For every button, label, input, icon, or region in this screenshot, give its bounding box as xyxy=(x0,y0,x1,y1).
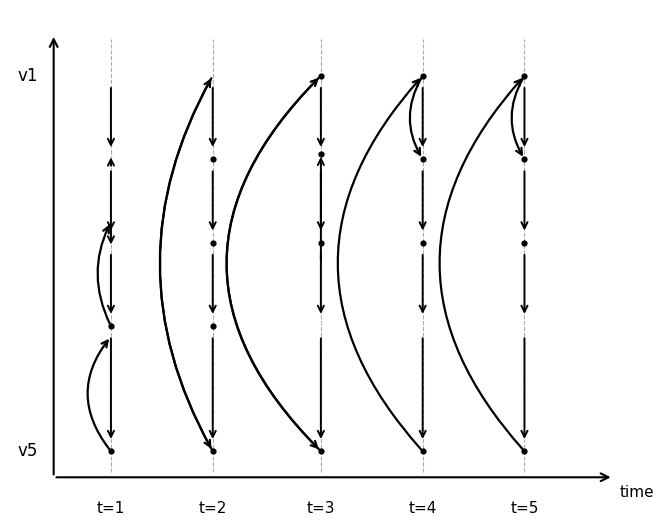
FancyArrowPatch shape xyxy=(88,340,109,449)
FancyArrowPatch shape xyxy=(160,81,212,449)
FancyArrowPatch shape xyxy=(410,78,421,154)
Text: t=1: t=1 xyxy=(97,501,125,516)
FancyArrowPatch shape xyxy=(512,78,523,154)
FancyArrowPatch shape xyxy=(98,227,110,324)
Text: v1: v1 xyxy=(17,67,38,85)
FancyArrowPatch shape xyxy=(160,78,212,446)
Text: t=5: t=5 xyxy=(510,501,539,516)
FancyArrowPatch shape xyxy=(338,80,421,449)
Text: t=4: t=4 xyxy=(408,501,437,516)
FancyArrowPatch shape xyxy=(440,80,523,449)
Text: v5: v5 xyxy=(17,442,38,460)
Text: t=2: t=2 xyxy=(198,501,227,516)
FancyArrowPatch shape xyxy=(227,78,319,447)
Text: t=3: t=3 xyxy=(307,501,335,516)
Text: time: time xyxy=(620,485,654,501)
FancyArrowPatch shape xyxy=(227,80,319,449)
